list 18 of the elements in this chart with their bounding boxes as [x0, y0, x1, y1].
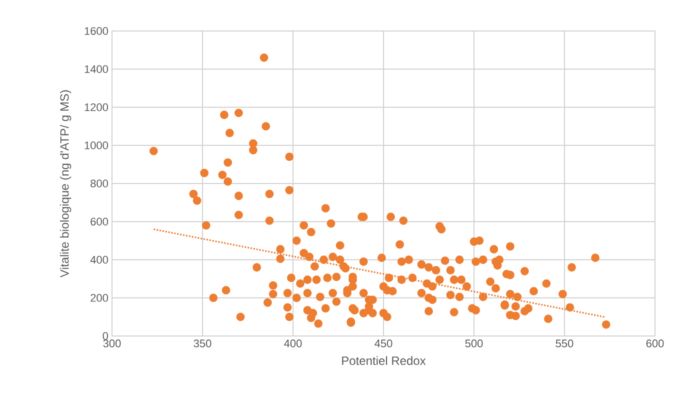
x-tick-label: 300 — [103, 340, 121, 348]
y-tick-label: 200 — [90, 294, 108, 302]
y-tick-label: 600 — [90, 218, 108, 226]
x-tick-label: 350 — [194, 340, 212, 348]
x-tick-label: 600 — [646, 340, 664, 348]
x-tick-label: 500 — [465, 340, 483, 348]
y-tick-label: 400 — [90, 256, 108, 264]
x-axis-title: Potentiel Redox — [342, 356, 426, 365]
x-tick-label: 450 — [374, 340, 392, 348]
y-tick-label: 800 — [90, 180, 108, 188]
y-tick-label: 0 — [102, 332, 108, 340]
y-tick-label: 1000 — [84, 141, 108, 150]
y-tick-label: 1200 — [84, 103, 108, 112]
x-tick-label: 400 — [284, 340, 302, 348]
y-tick-label: 1600 — [84, 27, 108, 35]
y-axis-title: Vitalite biologique (ng d'ATP/ g MS) — [60, 90, 72, 278]
y-tick-label: 1400 — [84, 65, 108, 74]
x-tick-label: 550 — [556, 340, 574, 348]
